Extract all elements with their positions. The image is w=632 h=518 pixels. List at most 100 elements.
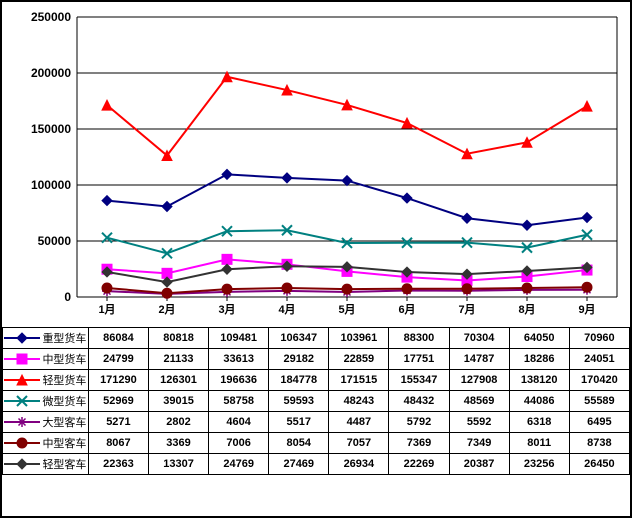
data-cell: 3369 (148, 433, 208, 454)
data-cell: 18286 (509, 349, 569, 370)
data-cell: 2802 (148, 412, 208, 433)
series-name: 轻型客车 (42, 456, 86, 472)
data-cell: 22269 (389, 454, 449, 475)
data-cell: 33613 (209, 349, 269, 370)
data-cell: 109481 (209, 328, 269, 349)
data-cell: 106347 (269, 328, 329, 349)
data-cell: 23256 (509, 454, 569, 475)
table-row: 中型货车247992113333613291822285917751147871… (3, 349, 630, 370)
svg-text:100000: 100000 (31, 178, 71, 192)
data-cell: 5517 (269, 412, 329, 433)
svg-text:2月: 2月 (158, 303, 175, 316)
chart-frame: 0500001000001500002000002500001月2月3月4月5月… (0, 0, 632, 518)
table-row: 微型货车529693901558758595934824348432485694… (3, 391, 630, 412)
data-cell: 7349 (449, 433, 509, 454)
data-cell: 7006 (209, 433, 269, 454)
data-cell: 44086 (509, 391, 569, 412)
data-cell: 4487 (329, 412, 389, 433)
data-cell: 127908 (449, 370, 509, 391)
svg-text:0: 0 (64, 290, 71, 304)
data-table-grid: 重型货车860848081810948110634710396188300703… (2, 327, 630, 475)
series-name: 大型客车 (42, 414, 86, 430)
svg-text:50000: 50000 (38, 234, 72, 248)
data-cell: 5592 (449, 412, 509, 433)
data-cell: 21133 (148, 349, 208, 370)
data-cell: 8011 (509, 433, 569, 454)
svg-text:9月: 9月 (578, 303, 595, 316)
svg-text:7月: 7月 (458, 303, 475, 316)
legend-cell: 中型货车 (3, 349, 89, 370)
data-cell: 26934 (329, 454, 389, 475)
series-name: 微型货车 (42, 393, 86, 409)
data-cell: 170420 (569, 370, 629, 391)
legend-cell: 轻型货车 (3, 370, 89, 391)
table-row: 中型客车806733697006805470577369734980118738 (3, 433, 630, 454)
data-cell: 103961 (329, 328, 389, 349)
data-cell: 26450 (569, 454, 629, 475)
data-cell: 184778 (269, 370, 329, 391)
data-cell: 7369 (389, 433, 449, 454)
table-row: 轻型货车171290126301196636184778171515155347… (3, 370, 630, 391)
data-cell: 20387 (449, 454, 509, 475)
data-cell: 22363 (88, 454, 148, 475)
series-name: 中型客车 (42, 435, 86, 451)
data-cell: 196636 (209, 370, 269, 391)
series-name: 中型货车 (42, 351, 86, 367)
table-row: 大型客车527128024604551744875792559263186495 (3, 412, 630, 433)
svg-text:200000: 200000 (31, 66, 71, 80)
data-cell: 8738 (569, 433, 629, 454)
data-cell: 7057 (329, 433, 389, 454)
svg-text:4月: 4月 (278, 303, 295, 316)
data-cell: 24051 (569, 349, 629, 370)
data-cell: 5271 (88, 412, 148, 433)
svg-text:3月: 3月 (218, 303, 235, 316)
legend-cell: 大型客车 (3, 412, 89, 433)
data-cell: 52969 (88, 391, 148, 412)
data-cell: 27469 (269, 454, 329, 475)
data-cell: 24799 (88, 349, 148, 370)
data-cell: 88300 (389, 328, 449, 349)
series-name: 重型货车 (42, 330, 86, 346)
data-cell: 64050 (509, 328, 569, 349)
data-cell: 58758 (209, 391, 269, 412)
data-cell: 6495 (569, 412, 629, 433)
svg-text:6月: 6月 (398, 303, 415, 316)
data-cell: 29182 (269, 349, 329, 370)
svg-text:5月: 5月 (338, 303, 355, 316)
data-cell: 171290 (88, 370, 148, 391)
data-cell: 171515 (329, 370, 389, 391)
legend-cell: 中型客车 (3, 433, 89, 454)
data-cell: 6318 (509, 412, 569, 433)
svg-text:250000: 250000 (31, 10, 71, 24)
data-cell: 39015 (148, 391, 208, 412)
chart-svg: 0500001000001500002000002500001月2月3月4月5月… (2, 2, 630, 322)
data-cell: 155347 (389, 370, 449, 391)
data-cell: 48432 (389, 391, 449, 412)
data-cell: 5792 (389, 412, 449, 433)
data-cell: 22859 (329, 349, 389, 370)
table-row: 重型货车860848081810948110634710396188300703… (3, 328, 630, 349)
line-chart: 0500001000001500002000002500001月2月3月4月5月… (2, 2, 630, 327)
data-cell: 138120 (509, 370, 569, 391)
data-cell: 8067 (88, 433, 148, 454)
data-table: 重型货车860848081810948110634710396188300703… (2, 327, 630, 475)
svg-text:150000: 150000 (31, 122, 71, 136)
legend-cell: 轻型客车 (3, 454, 89, 475)
data-cell: 48569 (449, 391, 509, 412)
data-cell: 70960 (569, 328, 629, 349)
table-row: 轻型客车223631330724769274692693422269203872… (3, 454, 630, 475)
svg-text:8月: 8月 (518, 303, 535, 316)
data-cell: 86084 (88, 328, 148, 349)
data-cell: 55589 (569, 391, 629, 412)
data-cell: 8054 (269, 433, 329, 454)
data-cell: 70304 (449, 328, 509, 349)
data-cell: 24769 (209, 454, 269, 475)
data-cell: 59593 (269, 391, 329, 412)
series-name: 轻型货车 (42, 372, 86, 388)
data-cell: 13307 (148, 454, 208, 475)
data-cell: 17751 (389, 349, 449, 370)
data-cell: 80818 (148, 328, 208, 349)
legend-cell: 微型货车 (3, 391, 89, 412)
legend-cell: 重型货车 (3, 328, 89, 349)
data-cell: 14787 (449, 349, 509, 370)
